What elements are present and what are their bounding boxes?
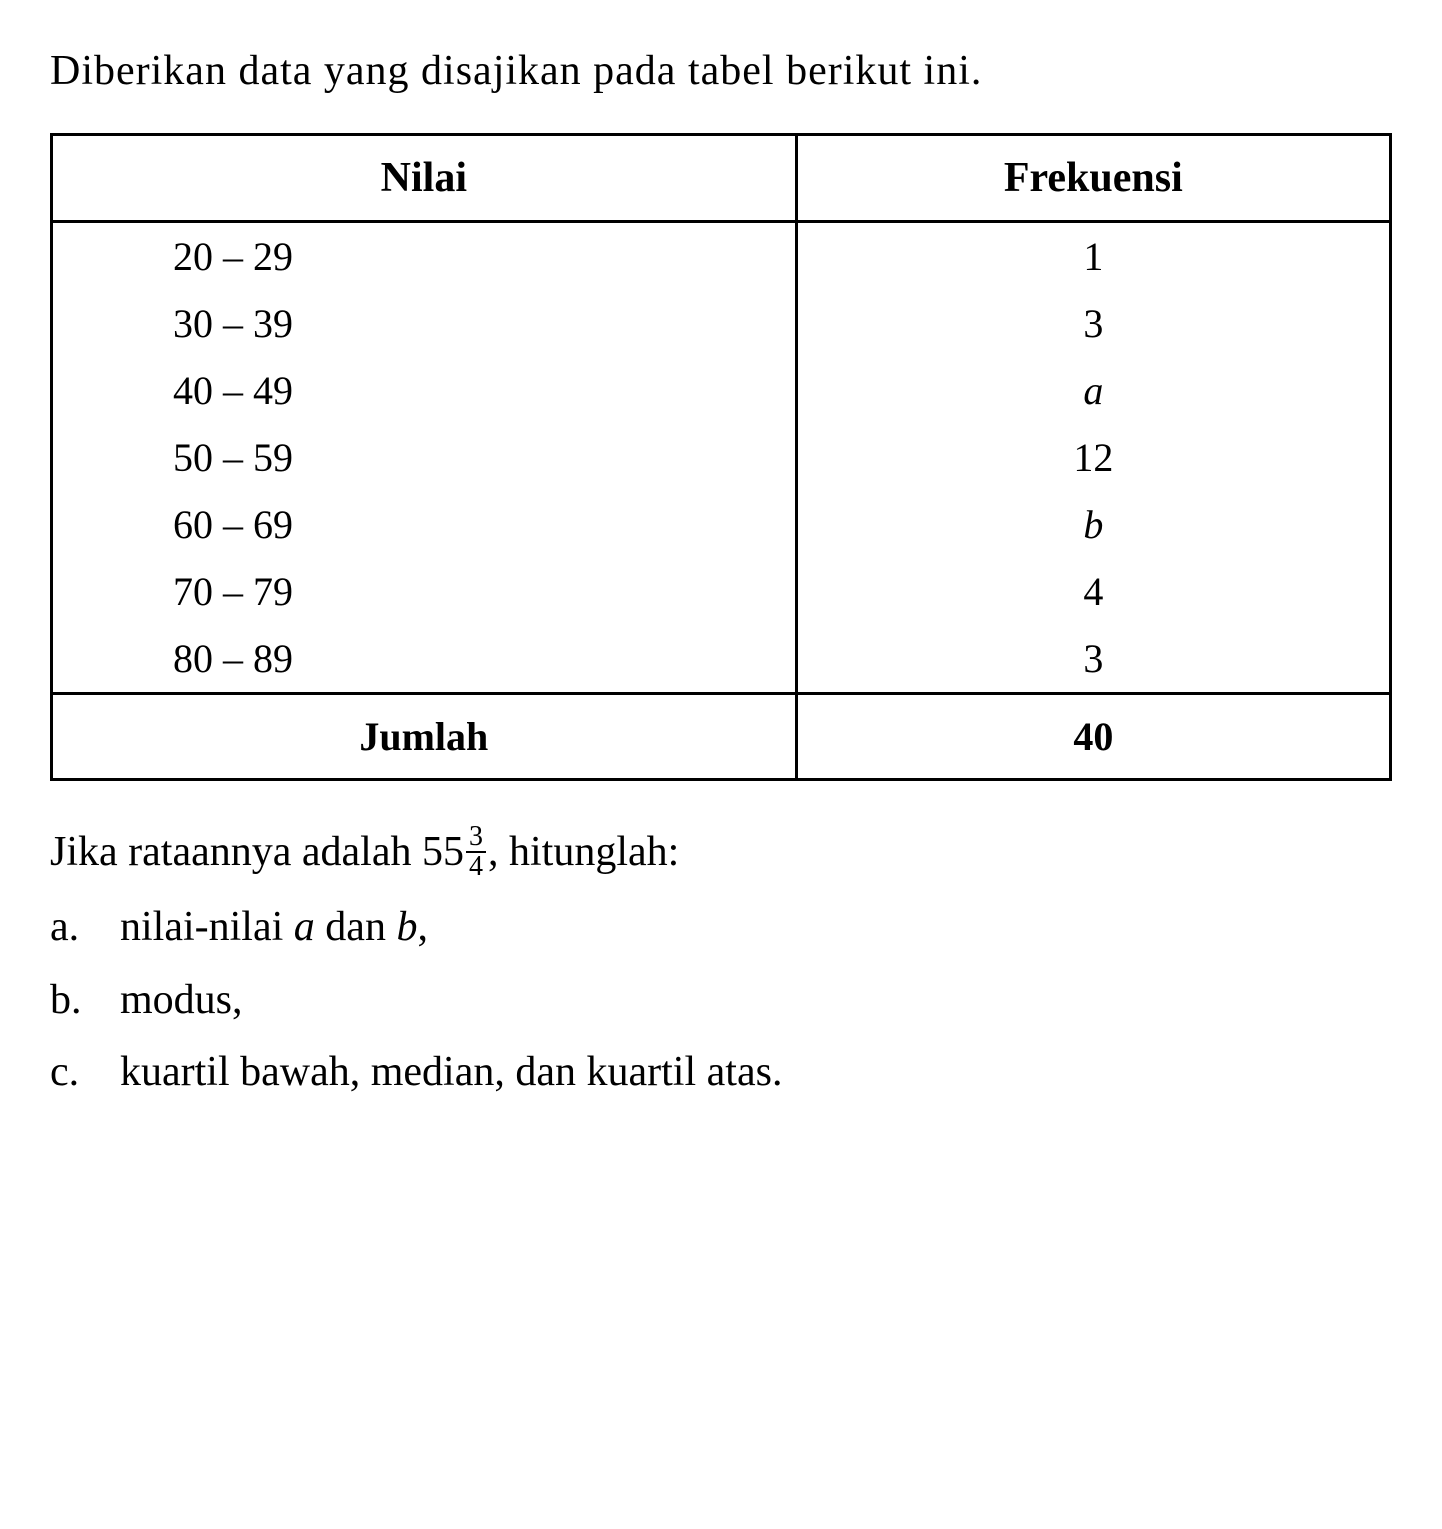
frequency-table: Nilai Frekuensi 20 – 29130 – 39340 – 49a…	[50, 133, 1392, 781]
sub-a-post: ,	[417, 904, 428, 950]
frekuensi-cell: 3	[796, 290, 1390, 357]
intro-text: Diberikan data yang disajikan pada tabel…	[50, 40, 1392, 103]
sub-question-c: c. kuartil bawah, median, dan kuartil at…	[50, 1039, 1392, 1106]
sub-content-c: kuartil bawah, median, dan kuartil atas.	[120, 1039, 1392, 1106]
nilai-cell: 40 – 49	[52, 357, 797, 424]
table-row: 80 – 893	[52, 625, 1391, 694]
table-row: 70 – 794	[52, 558, 1391, 625]
main-question: Jika rataannya adalah 5534, hitunglah:	[50, 821, 1392, 884]
header-nilai: Nilai	[52, 135, 797, 222]
table-row: 20 – 291	[52, 222, 1391, 291]
question-prefix: Jika rataannya adalah 55	[50, 829, 464, 875]
table-total-row: Jumlah40	[52, 694, 1391, 780]
header-frekuensi: Frekuensi	[796, 135, 1390, 222]
fraction-numerator: 3	[466, 823, 486, 853]
frekuensi-cell: b	[796, 491, 1390, 558]
sub-question-a: a. nilai-nilai a dan b,	[50, 894, 1392, 961]
total-label: Jumlah	[52, 694, 797, 780]
frekuensi-cell: 1	[796, 222, 1390, 291]
table-row: 60 – 69b	[52, 491, 1391, 558]
table-row: 50 – 5912	[52, 424, 1391, 491]
nilai-cell: 60 – 69	[52, 491, 797, 558]
sub-label-c: c.	[50, 1039, 120, 1106]
sub-content-b: modus,	[120, 967, 1392, 1034]
table-row: 30 – 393	[52, 290, 1391, 357]
sub-a-mid: dan	[315, 904, 397, 950]
sub-label-b: b.	[50, 967, 120, 1034]
fraction: 34	[466, 823, 486, 881]
nilai-cell: 50 – 59	[52, 424, 797, 491]
sub-content-a: nilai-nilai a dan b,	[120, 894, 1392, 961]
sub-questions-list: a. nilai-nilai a dan b, b. modus, c. kua…	[50, 894, 1392, 1106]
frekuensi-cell: 4	[796, 558, 1390, 625]
question-suffix: , hitunglah:	[488, 829, 679, 875]
nilai-cell: 20 – 29	[52, 222, 797, 291]
nilai-cell: 70 – 79	[52, 558, 797, 625]
sub-a-var-b: b	[396, 904, 417, 950]
frekuensi-cell: 3	[796, 625, 1390, 694]
table-row: 40 – 49a	[52, 357, 1391, 424]
nilai-cell: 80 – 89	[52, 625, 797, 694]
sub-label-a: a.	[50, 894, 120, 961]
sub-a-var-a: a	[294, 904, 315, 950]
table-header-row: Nilai Frekuensi	[52, 135, 1391, 222]
frekuensi-cell: a	[796, 357, 1390, 424]
nilai-cell: 30 – 39	[52, 290, 797, 357]
frekuensi-cell: 12	[796, 424, 1390, 491]
sub-a-pre: nilai-nilai	[120, 904, 294, 950]
sub-question-b: b. modus,	[50, 967, 1392, 1034]
total-value: 40	[796, 694, 1390, 780]
fraction-denominator: 4	[466, 853, 486, 881]
